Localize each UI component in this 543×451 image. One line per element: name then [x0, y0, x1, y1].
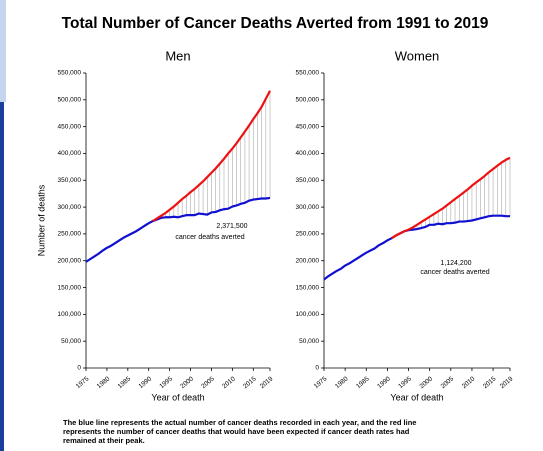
- y-tick-label: 400,000: [296, 150, 320, 157]
- y-tick-label: 300,000: [296, 204, 320, 211]
- x-tick-label: 1990: [376, 375, 392, 390]
- decor-dark: [0, 102, 4, 451]
- x-tick-label: 1980: [334, 375, 350, 390]
- y-tick-label: 0: [315, 365, 319, 372]
- y-tick-label: 50,000: [61, 338, 81, 345]
- x-tick-label: 1980: [96, 375, 112, 390]
- x-tick-label: 2000: [418, 375, 434, 390]
- y-tick-label: 100,000: [58, 311, 82, 318]
- x-tick-label: 1985: [117, 375, 133, 390]
- y-tick-label: 0: [77, 365, 81, 372]
- y-tick-label: 450,000: [58, 123, 82, 130]
- x-tick-label: 1995: [158, 375, 174, 390]
- x-tick-label: 2005: [200, 375, 216, 390]
- y-tick-label: 50,000: [299, 338, 319, 345]
- y-tick-label: 150,000: [296, 284, 320, 291]
- x-axis-label: Year of death: [151, 392, 204, 402]
- x-tick-label: 1985: [355, 375, 371, 390]
- x-tick-label: 2000: [179, 375, 195, 390]
- footnote: The blue line represents the actual numb…: [63, 418, 416, 427]
- x-tick-label: 2015: [482, 375, 498, 390]
- x-tick-label: 1990: [138, 375, 154, 390]
- y-tick-label: 400,000: [58, 150, 82, 157]
- footnote: remained at their peak.: [63, 436, 145, 445]
- annotation: cancer deaths averted: [175, 234, 244, 241]
- x-tick-label: 1975: [313, 375, 329, 390]
- x-tick-label: 2019: [259, 375, 275, 390]
- series-line: [323, 214, 510, 281]
- panel-title: Men: [165, 48, 190, 63]
- y-tick-label: 350,000: [58, 177, 82, 184]
- series-line: [152, 90, 271, 222]
- x-tick-label: 2019: [499, 375, 515, 390]
- y-tick-label: 500,000: [58, 97, 82, 104]
- page-title: Total Number of Cancer Deaths Averted fr…: [62, 15, 489, 32]
- decor-light: [0, 0, 6, 102]
- series-line: [85, 196, 271, 263]
- annotation: cancer deaths averted: [420, 269, 489, 276]
- y-tick-label: 500,000: [296, 97, 320, 104]
- y-tick-label: 300,000: [58, 204, 82, 211]
- y-tick-label: 350,000: [296, 177, 320, 184]
- y-tick-label: 450,000: [296, 123, 320, 130]
- y-tick-label: 200,000: [58, 257, 82, 264]
- x-tick-label: 2005: [440, 375, 456, 390]
- y-tick-label: 250,000: [58, 231, 82, 238]
- x-tick-label: 1995: [397, 375, 413, 390]
- annotation: 1,124,200: [440, 260, 471, 267]
- x-tick-label: 1975: [75, 375, 91, 390]
- y-tick-label: 550,000: [296, 70, 320, 77]
- x-tick-label: 2010: [221, 375, 237, 390]
- y-tick-label: 100,000: [296, 311, 320, 318]
- y-axis-label: Number of deaths: [36, 184, 46, 256]
- annotation: 2,371,500: [216, 223, 247, 230]
- panel-title: Women: [395, 48, 440, 63]
- y-tick-label: 150,000: [58, 284, 82, 291]
- y-tick-label: 250,000: [296, 231, 320, 238]
- y-tick-label: 550,000: [58, 70, 82, 77]
- x-tick-label: 2015: [242, 375, 258, 390]
- series-line: [391, 156, 511, 240]
- x-axis-label: Year of death: [390, 392, 443, 402]
- footnote: represents the number of cancer deaths t…: [63, 427, 410, 436]
- y-tick-label: 200,000: [296, 257, 320, 264]
- x-tick-label: 2010: [461, 375, 477, 390]
